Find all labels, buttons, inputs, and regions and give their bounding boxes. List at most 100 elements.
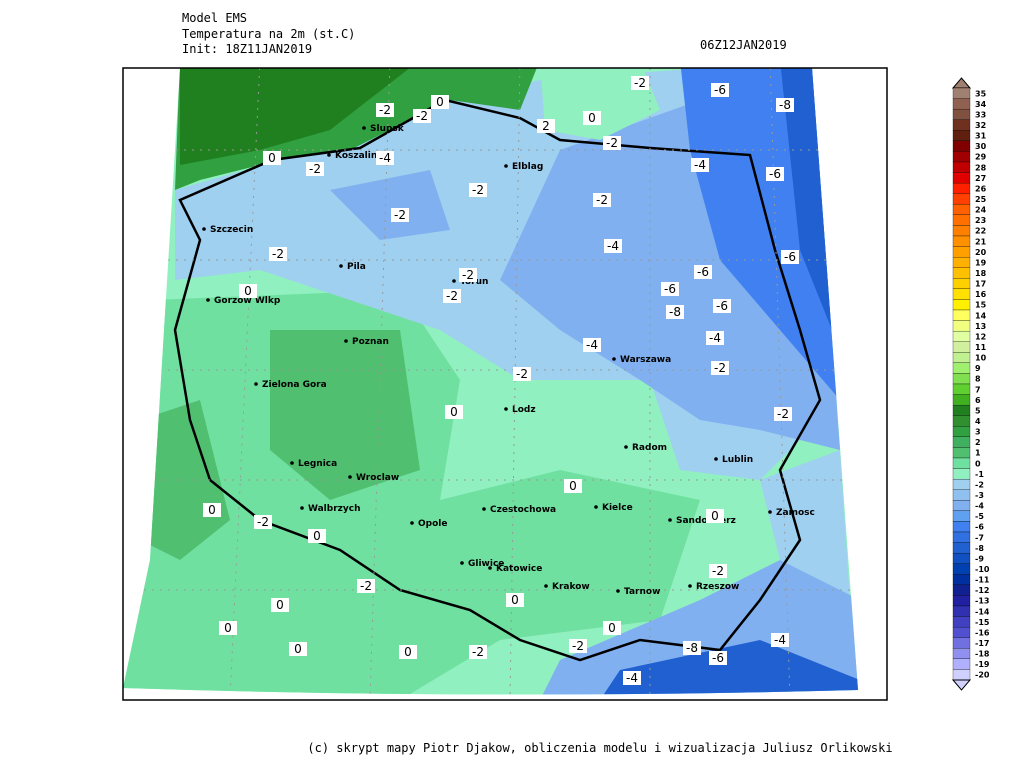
city-label: Elblag bbox=[512, 162, 543, 172]
contour-label: -4 bbox=[694, 158, 706, 172]
city-dot bbox=[504, 164, 508, 168]
colorbar-swatch bbox=[952, 521, 971, 533]
colorbar-label: 26 bbox=[975, 184, 987, 193]
colorbar-label: -5 bbox=[975, 512, 984, 521]
colorbar-swatch bbox=[952, 574, 971, 586]
colorbar-label: -1 bbox=[975, 470, 984, 479]
colorbar-label: 15 bbox=[975, 301, 987, 310]
colorbar-label: -2 bbox=[975, 480, 984, 489]
city-label: Zielona Gora bbox=[262, 380, 327, 390]
contour-label: -2 bbox=[360, 579, 372, 593]
contour-label: 0 bbox=[569, 479, 577, 493]
colorbar-swatch bbox=[952, 531, 971, 543]
contour-label: 0 bbox=[450, 405, 458, 419]
colorbar-label: -4 bbox=[975, 502, 984, 511]
contour-label-box bbox=[706, 509, 724, 523]
colorbar-swatch bbox=[952, 182, 971, 194]
contour-label: -4 bbox=[626, 671, 638, 685]
contour-label-box bbox=[289, 642, 307, 656]
colorbar-swatch bbox=[952, 278, 971, 290]
colorbar-label: 14 bbox=[975, 311, 987, 320]
colorbar-label: 11 bbox=[975, 343, 987, 352]
city-label: Zamosc bbox=[776, 508, 815, 518]
contour-label: -2 bbox=[309, 162, 321, 176]
colorbar-swatch bbox=[952, 341, 971, 353]
contour-label-box bbox=[391, 208, 409, 222]
contour-label: -4 bbox=[607, 239, 619, 253]
contour-label-box bbox=[711, 361, 729, 375]
contour-label-box bbox=[631, 76, 649, 90]
city-dot bbox=[616, 589, 620, 593]
contour-label: -6 bbox=[712, 651, 724, 665]
contour-label: -2 bbox=[714, 361, 726, 375]
contour-label-box bbox=[711, 83, 729, 97]
contour-label-box bbox=[709, 564, 727, 578]
colorbar-label: 33 bbox=[975, 110, 986, 119]
colorbar-swatch bbox=[952, 394, 971, 406]
city-label: Lodz bbox=[512, 405, 536, 415]
contour-label: 0 bbox=[244, 284, 252, 298]
map-frame bbox=[122, 67, 888, 701]
city-dot bbox=[594, 505, 598, 509]
colorbar-label: 32 bbox=[975, 121, 986, 130]
contour-label: 0 bbox=[608, 621, 616, 635]
contour-label: -2 bbox=[777, 407, 789, 421]
contour-label: -2 bbox=[712, 564, 724, 578]
contour-label-box bbox=[666, 305, 684, 319]
contour-label-box bbox=[603, 621, 621, 635]
contour-label-box bbox=[774, 407, 792, 421]
colorbar-label: -14 bbox=[975, 607, 990, 616]
colorbar-swatch bbox=[952, 648, 971, 660]
contour-label-box bbox=[564, 479, 582, 493]
colorbar-label: 16 bbox=[975, 290, 987, 299]
contour-label: -8 bbox=[669, 305, 681, 319]
city-label: Tarnow bbox=[624, 587, 660, 597]
colorbar-label: 35 bbox=[975, 89, 987, 98]
colorbar-label: -11 bbox=[975, 576, 990, 585]
contour-label: 0 bbox=[404, 645, 412, 659]
city-dot bbox=[504, 407, 508, 411]
colorbar-label: 6 bbox=[975, 396, 981, 405]
city-label: Czestochowa bbox=[490, 505, 556, 515]
contour-label-box bbox=[694, 265, 712, 279]
contour-label-box bbox=[604, 239, 622, 253]
contour-label: -2 bbox=[462, 268, 474, 282]
city-dot bbox=[348, 475, 352, 479]
colorbar-label: -7 bbox=[975, 533, 984, 542]
colorbar-swatch bbox=[952, 563, 971, 575]
colorbar-label: 21 bbox=[975, 237, 987, 246]
contour-label-box bbox=[376, 103, 394, 117]
colorbar-swatch bbox=[952, 595, 971, 607]
colorbar-swatch bbox=[952, 510, 971, 522]
colorbar-swatch bbox=[952, 605, 971, 617]
colorbar-swatch bbox=[952, 362, 971, 374]
colorbar-swatch bbox=[952, 447, 971, 459]
contour-label: -8 bbox=[686, 641, 698, 655]
colorbar-swatch bbox=[952, 235, 971, 247]
contour-label: -6 bbox=[784, 250, 796, 264]
contour-label-box bbox=[219, 621, 237, 635]
city-label: Wroclaw bbox=[356, 473, 399, 483]
colorbar-swatch bbox=[952, 161, 971, 173]
colorbar-label: -17 bbox=[975, 639, 989, 648]
contour-label: 0 bbox=[294, 642, 302, 656]
contour-label: -4 bbox=[709, 331, 721, 345]
colorbar-label: 30 bbox=[975, 142, 987, 151]
colorbar-swatch bbox=[952, 87, 971, 99]
colorbar-swatch bbox=[952, 637, 971, 649]
header-line: Model EMS bbox=[182, 11, 247, 25]
contour-label-box bbox=[683, 641, 701, 655]
colorbar-label: 20 bbox=[975, 248, 987, 257]
contour-label-box bbox=[399, 645, 417, 659]
contour-label-box bbox=[537, 119, 555, 133]
contour-label-box bbox=[443, 289, 461, 303]
city-label: Legnica bbox=[298, 459, 337, 469]
colorbar-label: -9 bbox=[975, 554, 984, 563]
colorbar-label: -19 bbox=[975, 660, 990, 669]
header-line: Init: 18Z11JAN2019 bbox=[182, 42, 312, 56]
city-label: Kielce bbox=[602, 503, 633, 513]
city-dot bbox=[668, 518, 672, 522]
contour-label: -2 bbox=[596, 193, 608, 207]
colorbar-swatch bbox=[952, 130, 971, 142]
